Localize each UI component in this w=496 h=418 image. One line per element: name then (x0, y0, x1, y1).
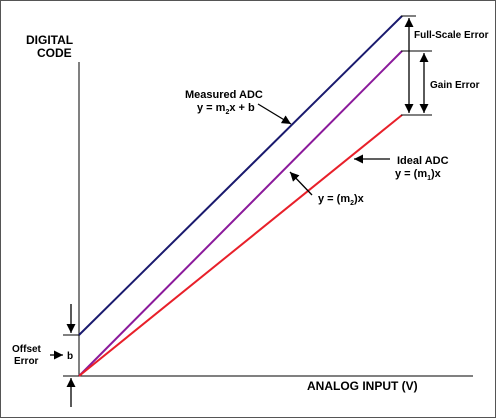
full-scale-error-label: Full-Scale Error (414, 30, 489, 41)
y-axis-label-line1: DIGITAL (26, 33, 73, 47)
y-axis-label-line2: CODE (37, 46, 72, 60)
measured-adc-title: Measured ADC (185, 89, 263, 101)
offset-error-label-line2: Error (14, 356, 39, 367)
measured-adc-arrow (257, 103, 292, 125)
ideal-adc-equation: y = (m1)x (395, 168, 442, 182)
x-axis-label: ANALOG INPUT (V) (307, 379, 418, 393)
ideal-adc-title: Ideal ADC (397, 155, 449, 167)
measured-adc-line (78, 15, 403, 336)
gain-line (78, 50, 403, 377)
measured-adc-equation: y = m2x + b (197, 102, 255, 116)
gain-line-arrow (289, 171, 313, 196)
offset-b-symbol: b (67, 351, 73, 362)
gain-line-equation: y = (m2)x (318, 193, 365, 207)
ideal-adc-line (78, 114, 403, 377)
gain-error-label: Gain Error (430, 80, 480, 91)
offset-error-label-line1: Offset (12, 344, 42, 355)
